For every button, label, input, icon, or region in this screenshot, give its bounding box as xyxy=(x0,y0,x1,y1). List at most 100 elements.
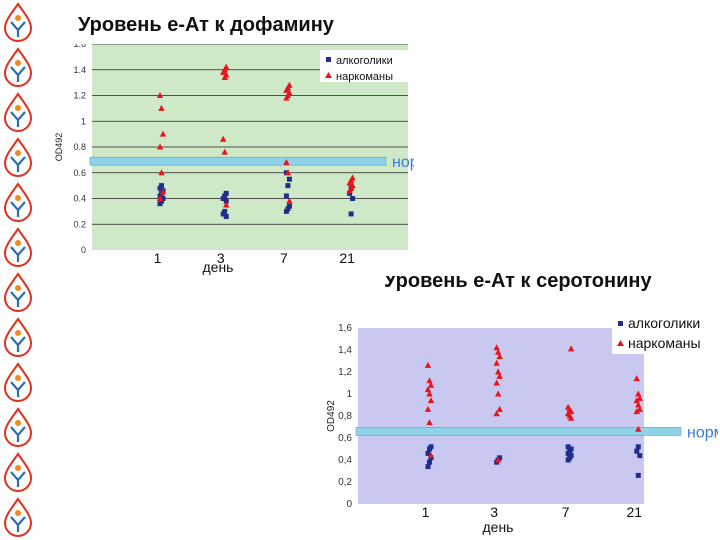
drop-logo-icon xyxy=(3,497,33,537)
x-tick-label: 21 xyxy=(339,250,355,266)
norm-label: норма xyxy=(687,424,718,441)
legend-box xyxy=(612,314,712,354)
y-tick-label: 0,6 xyxy=(338,433,352,444)
addict-point xyxy=(158,104,165,111)
y-tick-label: 1 xyxy=(346,389,352,400)
addict-point xyxy=(633,375,640,382)
addict-point xyxy=(567,345,575,352)
addict-point xyxy=(349,182,356,189)
alcoholic-point xyxy=(223,190,229,196)
alcoholic-point xyxy=(220,196,226,201)
addict-point xyxy=(494,368,502,375)
alcoholic-point xyxy=(285,206,291,212)
alcoholic-point xyxy=(223,198,229,204)
y-tick-label: 0,2 xyxy=(338,477,352,488)
alcoholic-point xyxy=(160,196,166,201)
chart1-title: Уровень е-Ат к дофамину xyxy=(78,14,334,36)
alcoholic-point xyxy=(425,450,431,456)
addict-point xyxy=(493,410,500,417)
drop-logo-icon xyxy=(3,317,33,357)
addict-point xyxy=(493,359,500,366)
addict-point xyxy=(283,158,290,165)
y-tick-label: 0,4 xyxy=(338,455,352,466)
addict-point xyxy=(221,148,228,155)
x-tick-label: 1 xyxy=(422,504,430,520)
addict-point xyxy=(223,201,230,208)
addict-point xyxy=(223,71,230,78)
addict-point xyxy=(496,405,503,412)
drop-logo-icon xyxy=(3,452,33,492)
y-tick-label: 0.4 xyxy=(73,194,86,204)
y-tick-label: 0.8 xyxy=(73,142,86,152)
addict-point xyxy=(496,353,503,360)
legend-marker xyxy=(326,57,331,62)
x-tick-label: 3 xyxy=(217,250,225,266)
addict-point xyxy=(494,348,502,355)
alcoholic-point xyxy=(348,211,354,217)
alcoholic-point xyxy=(425,464,431,470)
legend-marker xyxy=(325,72,332,78)
addict-point xyxy=(427,452,435,459)
alcoholic-point xyxy=(635,472,641,478)
addict-point xyxy=(493,379,500,386)
addict-point xyxy=(494,456,502,463)
addict-point xyxy=(494,390,502,397)
addict-point xyxy=(426,377,433,384)
addict-point xyxy=(158,169,165,176)
alcoholic-point xyxy=(497,455,503,461)
alcoholic-point xyxy=(222,193,228,199)
legend-entry: наркоманы xyxy=(336,71,393,83)
alcoholic-point xyxy=(223,214,229,220)
alcoholic-point xyxy=(568,446,574,452)
drop-logo-icon xyxy=(3,182,33,222)
alcoholic-point xyxy=(568,453,574,459)
alcoholic-point xyxy=(157,185,163,191)
x-axis-label: день xyxy=(483,519,514,535)
addict-point xyxy=(156,195,164,201)
legend-entry: алкоголики xyxy=(336,55,393,67)
addict-point xyxy=(349,174,356,181)
alcoholic-point xyxy=(159,183,165,189)
legend: алкоголики наркоманы xyxy=(612,314,712,354)
addict-point xyxy=(633,408,640,415)
norm-band xyxy=(355,427,682,436)
alcoholic-point xyxy=(286,203,292,209)
addict-point xyxy=(427,381,435,388)
x-tick-label: 21 xyxy=(626,504,642,520)
legend-entry: наркоманы xyxy=(628,335,701,351)
y-tick-label: 1.6 xyxy=(73,44,86,49)
norm-band xyxy=(89,156,387,166)
addict-point xyxy=(156,92,164,98)
addict-point xyxy=(424,386,432,393)
drop-logo-icon xyxy=(3,362,33,402)
y-axis-label: OD492 xyxy=(326,400,337,432)
alcoholic-point xyxy=(283,193,289,199)
alcoholic-point xyxy=(222,208,228,214)
legend-box xyxy=(320,50,408,82)
addict-point xyxy=(284,169,292,176)
y-tick-label: 1 xyxy=(81,116,86,126)
y-tick-label: 1,4 xyxy=(338,345,352,356)
alcoholic-point xyxy=(220,211,226,217)
addict-point xyxy=(635,390,642,397)
addict-point xyxy=(635,401,642,408)
logo-strip xyxy=(3,2,33,537)
x-tick-label: 1 xyxy=(154,250,162,266)
y-tick-label: 1.4 xyxy=(73,65,86,75)
addict-point xyxy=(636,405,643,412)
alcoholic-point xyxy=(565,444,571,450)
alcoholic-point xyxy=(635,444,641,450)
drop-logo-icon xyxy=(3,137,33,177)
alcoholic-point xyxy=(350,196,356,201)
alcoholic-point xyxy=(637,453,643,459)
alcoholic-point xyxy=(157,201,163,207)
y-tick-label: 0 xyxy=(346,499,352,510)
addict-point xyxy=(286,81,293,88)
drop-logo-icon xyxy=(3,272,33,312)
addict-point xyxy=(636,394,643,401)
y-tick-label: 0,8 xyxy=(338,411,352,422)
addict-point xyxy=(427,397,435,404)
alcoholic-point xyxy=(283,208,289,214)
chart2-title: Уровень е-Ат к серотонину xyxy=(384,270,652,292)
addict-point xyxy=(286,197,293,204)
